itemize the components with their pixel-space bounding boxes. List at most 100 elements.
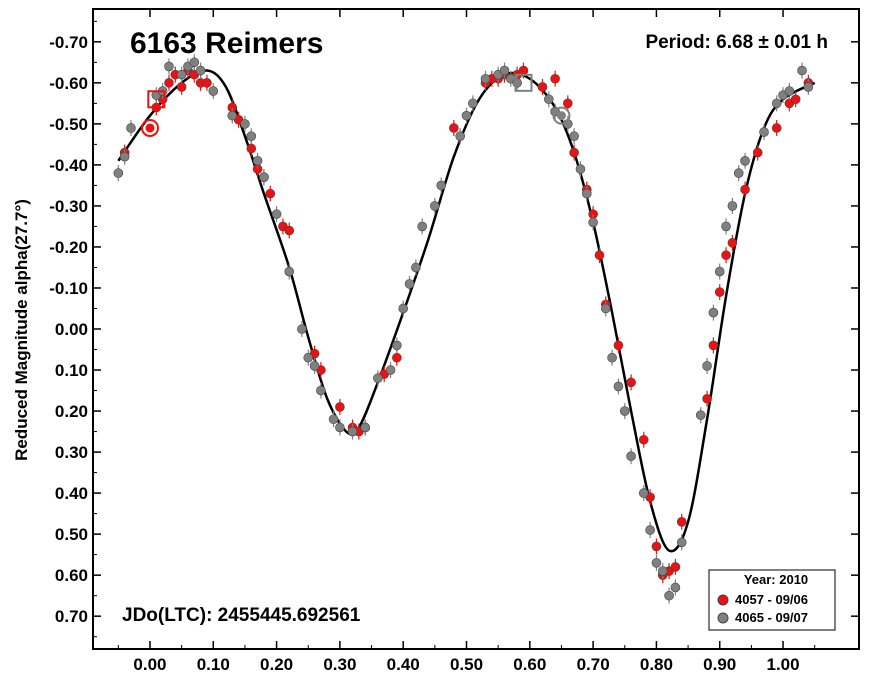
annotation-circle-dot [556,111,566,121]
x-tick-label: 0.30 [323,655,356,674]
point-4057 [392,352,402,363]
point-4065 [252,155,263,166]
point-4065 [119,151,130,162]
point-4065 [189,57,200,68]
point-4065 [619,406,630,416]
point-4057 [176,82,187,92]
point-4065 [797,65,807,76]
y-tick-label: -0.70 [49,33,88,52]
point-4065 [404,279,415,289]
point-4065 [164,61,174,72]
point-4057 [594,250,605,260]
point-4065 [227,110,238,121]
point-4065 [246,131,257,141]
point-4057 [569,147,579,158]
point-4065 [803,82,814,92]
point-4057 [537,82,548,92]
point-4057 [449,123,459,133]
point-4065 [740,155,750,166]
point-4065 [727,201,738,211]
point-4065 [430,201,440,211]
point-4065 [733,168,744,178]
x-tick-label: 1.00 [766,655,799,674]
legend-swatch-4057 [717,594,729,606]
annotation-square [514,73,533,92]
point-4065 [759,127,769,137]
point-4057 [771,123,782,133]
y-tick-label: 0.50 [55,525,88,544]
point-4065 [113,168,124,178]
epoch-label: JDo(LTC): 2455445.692561 [122,605,361,626]
y-tick-label: 0.40 [55,484,88,503]
point-4065 [195,65,206,76]
x-tick-label: 0.90 [703,655,736,674]
point-4065 [385,365,396,375]
point-4065 [657,566,668,576]
y-tick-label: -0.30 [49,197,88,216]
point-4057 [638,434,649,445]
point-4065 [468,98,478,109]
point-4065 [271,209,282,219]
y-tick-label: -0.40 [49,156,88,175]
y-tick-label: 0.00 [55,320,88,339]
y-axis-ticks: -0.70 -0.60 -0.50 -0.40 -0.30 -0.20 -0.10 0.00 0… [49,20,859,638]
point-4065 [208,86,219,96]
y-tick-label: -0.60 [49,74,88,93]
point-4065 [176,69,187,80]
x-tick-label: 0.60 [513,655,546,674]
y-tick-label: 0.20 [55,402,88,421]
legend-label-4057: 4057 - 09/06 [735,592,808,607]
point-4065 [721,221,731,232]
y-tick-label: 0.10 [55,361,88,380]
point-4065 [461,110,472,121]
point-4057 [613,340,624,351]
point-4057 [702,393,712,404]
point-4057 [202,78,212,88]
y-axis-title: Reduced Magnitude alpha(27.7°) [12,199,31,461]
point-4065 [544,94,554,105]
point-4057 [708,340,719,351]
point-4065 [588,217,598,228]
point-4065 [303,352,314,363]
annotation-square [147,90,166,109]
period-label: Period: 6.68 ± 0.01 h [645,32,828,53]
x-tick-label: 0.50 [450,655,483,674]
y-tick-label: -0.50 [49,115,88,134]
point-4057 [721,250,731,260]
legend-label-4065: 4065 - 09/07 [735,610,808,625]
point-4065 [645,525,655,535]
point-4065 [670,582,681,593]
point-4065 [638,488,649,498]
point-4057 [714,287,725,297]
point-4065 [651,558,662,568]
legend-swatch-4065 [717,612,729,624]
point-4057 [550,73,560,84]
point-4065 [360,422,371,433]
point-4065 [398,303,408,314]
point-4065 [581,188,592,199]
legend-title: Year: 2010 [744,572,808,587]
point-4057 [727,238,738,248]
point-4065 [714,266,725,277]
annotation-circle [140,118,159,137]
x-tick-label: 0.10 [197,655,230,674]
chart-title: 6163 Reimers [130,27,323,60]
point-4065 [600,303,611,314]
x-tick-label: 0.20 [260,655,293,674]
point-4065 [695,410,706,420]
point-4057 [265,188,276,199]
y-tick-label: 0.30 [55,443,88,462]
point-4065 [328,414,339,425]
x-tick-label: 0.00 [133,655,166,674]
point-4065 [297,324,307,334]
point-4065 [480,73,491,84]
legend: Year: 2010 4057 - 09/06 4065 - 09/07 [708,569,836,631]
point-4057 [651,541,662,552]
point-4057 [246,143,257,154]
x-tick-label: 0.70 [577,655,610,674]
point-4065 [784,86,795,96]
point-4065 [676,537,687,548]
point-4065 [613,381,624,392]
